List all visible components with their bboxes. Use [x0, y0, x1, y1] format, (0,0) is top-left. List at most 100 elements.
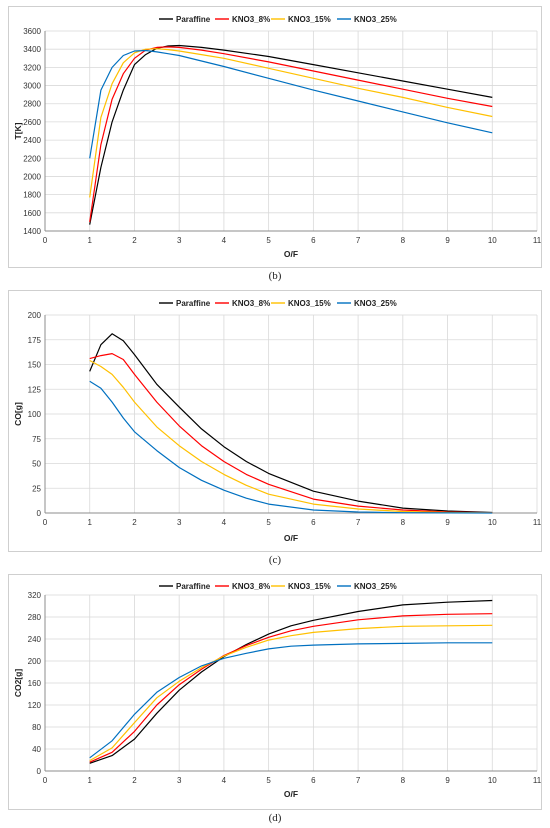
legend-label: KNO3_25% [354, 582, 397, 591]
y-tick-label: 80 [32, 723, 41, 732]
x-tick-label: 9 [445, 518, 450, 527]
x-tick-label: 0 [43, 518, 48, 527]
x-tick-label: 3 [177, 518, 182, 527]
y-tick-label: 2800 [23, 100, 41, 109]
x-tick-label: 11 [533, 236, 541, 245]
x-tick-label: 11 [533, 776, 541, 785]
legend-label: KNO3_15% [288, 15, 331, 24]
y-tick-label: 240 [28, 635, 42, 644]
x-tick-label: 0 [43, 236, 48, 245]
y-axis-label: T[K] [13, 122, 23, 139]
x-tick-label: 11 [533, 518, 541, 527]
legend-label: KNO3_25% [354, 15, 397, 24]
y-tick-label: 0 [37, 509, 42, 518]
x-tick-label: 8 [401, 236, 406, 245]
series-line-paraffine [89, 44, 493, 225]
x-tick-label: 6 [311, 776, 316, 785]
y-tick-label: 50 [32, 460, 41, 469]
legend-label: Paraffine [176, 15, 211, 24]
series-line-paraffine [89, 333, 493, 514]
y-tick-label: 125 [28, 385, 42, 394]
series-line-kno3-8- [89, 352, 493, 514]
x-tick-label: 1 [88, 776, 93, 785]
legend-label: KNO3_8% [232, 582, 270, 591]
series-line-kno3-15- [89, 48, 493, 198]
caption-d: (d) [268, 812, 282, 824]
y-tick-label: 200 [28, 657, 42, 666]
legend: Paraffine KNO3_8% KNO3_15% KNO3_25% [159, 582, 397, 591]
co2-chart: 0 40 80 120 160 200 240 280 320 0 1 2 3 4 5 6 7 8 9 10 11 O/F… [13, 582, 542, 799]
x-tick-label: 7 [356, 518, 361, 527]
y-tick-label: 3200 [23, 63, 41, 72]
legend-label: KNO3_8% [232, 299, 270, 308]
y-tick-label: 25 [32, 484, 41, 493]
x-tick-label: 4 [222, 236, 227, 245]
legend: Paraffine KNO3_8% KNO3_15% KNO3_25% [159, 15, 397, 24]
series-line-paraffine [89, 599, 493, 764]
y-tick-label: 3400 [23, 45, 41, 54]
x-tick-label: 8 [401, 776, 406, 785]
x-tick-label: 7 [356, 236, 361, 245]
y-tick-label: 0 [37, 767, 42, 776]
x-tick-label: 8 [401, 518, 406, 527]
legend-label: Paraffine [176, 299, 211, 308]
co-chart: 0 25 50 75 100 125 150 175 200 0 1 2 3 4 5 6 7 8 9 10 11 O/F C… [13, 299, 542, 543]
legend-label: KNO3_15% [288, 582, 331, 591]
series-line-kno3-15- [89, 624, 493, 762]
x-tick-label: 2 [132, 236, 137, 245]
legend-label: Paraffine [176, 582, 211, 591]
temperature-chart-panel: 1400 1600 1800 2000 2200 2400 2600 2800 3000 3200… [8, 6, 542, 268]
x-axis-label: O/F [284, 533, 298, 543]
series-line-kno3-15- [89, 359, 493, 514]
y-tick-label: 40 [32, 745, 41, 754]
y-tick-label: 2400 [23, 136, 41, 145]
x-tick-label: 6 [311, 236, 316, 245]
y-axis-label: CO[g] [13, 402, 23, 426]
x-tick-label: 2 [132, 776, 137, 785]
y-tick-label: 200 [28, 311, 42, 320]
x-axis-label: O/F [284, 249, 298, 259]
x-tick-label: 10 [488, 518, 497, 527]
co-chart-panel: 0 25 50 75 100 125 150 175 200 0 1 2 3 4 5 6 7 8 9 10 11 O/F C… [8, 290, 542, 552]
x-tick-label: 1 [88, 236, 93, 245]
legend-label: KNO3_8% [232, 15, 270, 24]
series-line-kno3-8- [89, 46, 493, 222]
x-tick-label: 3 [177, 776, 182, 785]
y-tick-label: 100 [28, 410, 42, 419]
series-line-kno3-8- [89, 613, 493, 763]
legend: Paraffine KNO3_8% KNO3_15% KNO3_25% [159, 299, 397, 308]
y-tick-label: 1600 [23, 209, 41, 218]
caption-c: (c) [268, 554, 282, 566]
co2-chart-panel: 0 40 80 120 160 200 240 280 320 0 1 2 3 4 5 6 7 8 9 10 11 O/F… [8, 574, 542, 810]
x-tick-label: 6 [311, 518, 316, 527]
series-line-kno3-25- [89, 642, 493, 759]
x-tick-label: 5 [266, 776, 271, 785]
x-tick-label: 10 [488, 776, 497, 785]
x-tick-label: 9 [445, 776, 450, 785]
y-tick-label: 2600 [23, 118, 41, 127]
x-tick-label: 3 [177, 236, 182, 245]
y-tick-label: 320 [28, 591, 42, 600]
legend-label: KNO3_15% [288, 299, 331, 308]
x-axis-label: O/F [284, 789, 298, 799]
x-tick-label: 4 [222, 776, 227, 785]
x-tick-label: 4 [222, 518, 227, 527]
series-line-kno3-25- [89, 49, 493, 159]
x-tick-label: 1 [88, 518, 93, 527]
x-tick-label: 2 [132, 518, 137, 527]
caption-b: (b) [268, 270, 282, 282]
temperature-chart: 1400 1600 1800 2000 2200 2400 2600 2800 3000 3200… [13, 15, 542, 259]
y-tick-label: 3000 [23, 82, 41, 91]
series-line-kno3-25- [89, 380, 493, 514]
x-tick-label: 7 [356, 776, 361, 785]
y-tick-label: 3600 [23, 27, 41, 36]
y-tick-label: 75 [32, 435, 41, 444]
x-tick-label: 10 [488, 236, 497, 245]
y-tick-label: 1800 [23, 191, 41, 200]
y-tick-label: 150 [28, 361, 42, 370]
x-tick-label: 5 [266, 236, 271, 245]
legend-label: KNO3_25% [354, 299, 397, 308]
x-tick-label: 9 [445, 236, 450, 245]
y-tick-label: 1400 [23, 227, 41, 236]
y-tick-label: 280 [28, 613, 42, 622]
